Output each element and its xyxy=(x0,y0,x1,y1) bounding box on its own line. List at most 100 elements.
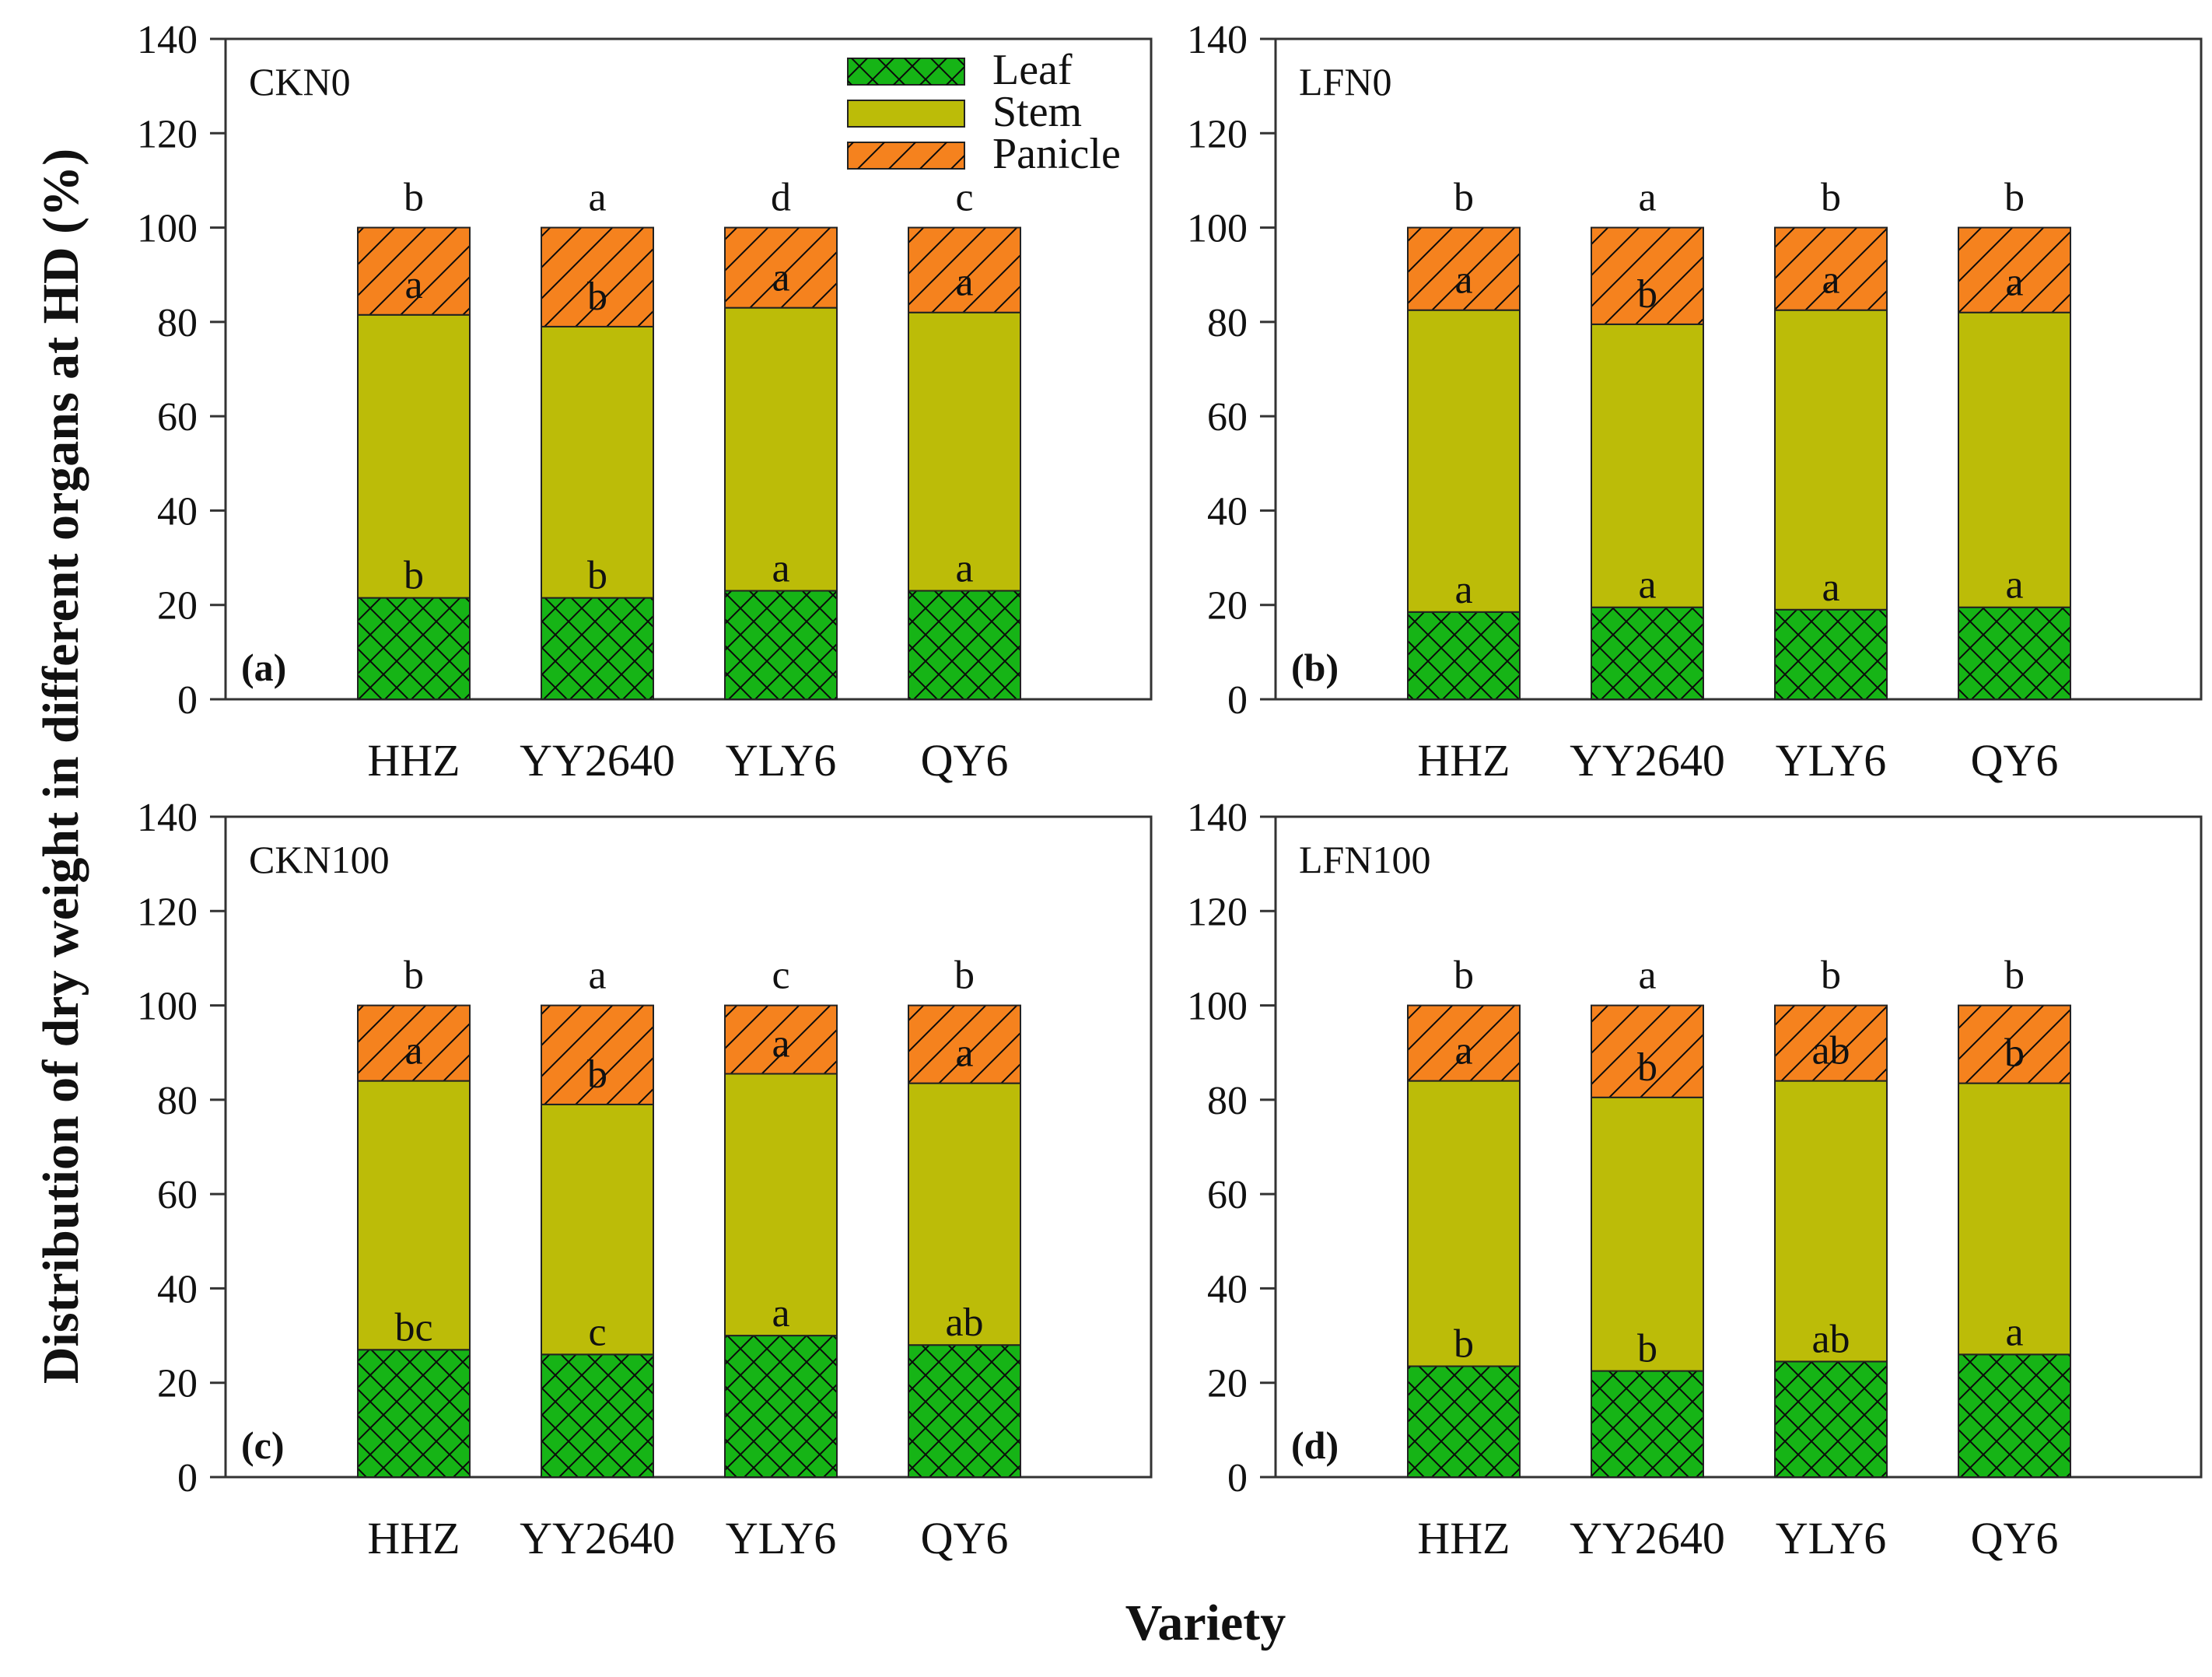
top-letter: d xyxy=(771,176,791,220)
y-tick-label: 80 xyxy=(1207,301,1248,345)
panel-lfn100: 020406080100120140LFN100(d)babHHZabbYY26… xyxy=(1187,796,2203,1563)
y-tick-label: 100 xyxy=(137,207,198,251)
x-tick-label: YLY6 xyxy=(1776,735,1886,786)
legend-swatch-stem xyxy=(847,100,965,128)
leaf-letter: b xyxy=(1637,1327,1657,1371)
panel-ckn0: 020406080100120140CKN0(a)babHHZabbYY2640… xyxy=(137,18,1153,786)
leaf-letter: a xyxy=(772,1291,789,1336)
bar-yy2640: a b b xyxy=(541,176,654,700)
y-tick-label: 40 xyxy=(1207,1267,1248,1311)
leaf-letter: a xyxy=(1454,568,1472,612)
leaf-letter: c xyxy=(588,1310,606,1354)
x-tick-label: HHZ xyxy=(367,1513,460,1563)
bar-hhz: bab xyxy=(357,176,471,700)
top-letter: b xyxy=(1821,176,1841,220)
legend-label-stem: Stem xyxy=(992,88,1082,136)
y-tick-label: 120 xyxy=(137,112,198,156)
panicle-letter: b xyxy=(587,275,607,319)
bar-hatch-panicle xyxy=(908,226,1021,313)
panel-label: CKN0 xyxy=(249,60,351,103)
y-tick-label: 60 xyxy=(1207,395,1248,439)
leaf-letter: ab xyxy=(1811,1317,1850,1361)
y-tick-label: 0 xyxy=(177,678,198,723)
bar-hatch-panicle xyxy=(1407,226,1521,311)
x-tick-label: YY2640 xyxy=(1570,1513,1725,1563)
bar-hatch-leaf xyxy=(1407,1365,1521,1478)
bar-segment-stem xyxy=(908,311,1021,592)
panicle-letter: a xyxy=(404,263,422,307)
panel-id: (a) xyxy=(241,646,286,689)
panicle-letter: a xyxy=(772,1022,789,1066)
bar-hatch-panicle xyxy=(1591,1004,1704,1098)
y-tick-label: 80 xyxy=(157,1079,198,1123)
y-tick-label: 40 xyxy=(157,489,198,534)
top-letter: b xyxy=(1454,954,1474,998)
y-tick-label: 100 xyxy=(137,985,198,1029)
bar-segment-stem xyxy=(1591,1096,1704,1372)
bar-hatch-panicle xyxy=(908,1004,1021,1084)
panel-ckn100: 020406080100120140CKN100(c)babcHHZabcYY2… xyxy=(137,796,1153,1563)
x-tick-label: YY2640 xyxy=(520,735,675,786)
y-axis-title: Distribution of dry weight in different … xyxy=(33,149,89,1384)
bar-yly6: baa xyxy=(1774,176,1888,700)
bar-hhz: baa xyxy=(1407,176,1521,701)
panicle-letter: a xyxy=(1454,1029,1472,1073)
panicle-letter: a xyxy=(404,1029,422,1073)
bar-hatch-leaf xyxy=(357,1349,471,1478)
y-tick-label: 20 xyxy=(157,584,198,628)
panicle-letter: a xyxy=(1454,258,1472,303)
x-tick-label: YY2640 xyxy=(520,1513,675,1563)
bar-hatch-panicle xyxy=(357,1004,471,1082)
top-letter: a xyxy=(588,954,606,998)
leaf-letter: bc xyxy=(394,1305,432,1350)
legend-item-stem: Stem xyxy=(847,88,1082,136)
bar-segment-stem xyxy=(357,1080,471,1351)
bar-yly6: b ab ab xyxy=(1774,954,1888,1479)
bar-segment-stem xyxy=(1407,309,1521,613)
legend-hatch-leaf xyxy=(848,58,964,85)
bar-qy6: baa xyxy=(1958,176,2071,700)
panicle-letter: b xyxy=(2004,1031,2025,1076)
panicle-letter: a xyxy=(1822,258,1839,303)
bar-hatch-leaf xyxy=(724,590,838,700)
y-tick-label: 40 xyxy=(157,1267,198,1311)
panicle-letter: a xyxy=(955,1031,973,1076)
y-tick-label: 120 xyxy=(137,890,198,934)
x-tick-label: YY2640 xyxy=(1570,735,1725,786)
y-tick-label: 140 xyxy=(137,18,198,62)
panel-id: (b) xyxy=(1291,646,1339,689)
legend-item-leaf: Leaf xyxy=(847,46,1073,94)
top-letter: a xyxy=(588,176,606,220)
bar-segment-stem xyxy=(724,1073,838,1337)
panicle-letter: b xyxy=(1637,272,1657,317)
y-tick-label: 0 xyxy=(177,1456,198,1500)
x-tick-label: YLY6 xyxy=(1776,1513,1886,1563)
bar-hatch-leaf xyxy=(1591,1370,1704,1479)
y-tick-label: 0 xyxy=(1227,678,1248,723)
plot-frame xyxy=(1274,37,2203,701)
bar-yly6: daa xyxy=(724,176,838,700)
bar-segment-stem xyxy=(541,1103,654,1356)
y-tick-label: 60 xyxy=(157,395,198,439)
bar-hatch-leaf xyxy=(908,590,1021,700)
y-tick-label: 100 xyxy=(1187,207,1248,251)
x-tick-label: QY6 xyxy=(921,1513,1009,1563)
x-tick-label: HHZ xyxy=(367,735,460,786)
y-tick-label: 60 xyxy=(157,1173,198,1217)
y-tick-label: 0 xyxy=(1227,1456,1248,1500)
bar-segment-stem xyxy=(908,1082,1021,1346)
panel-label: LFN100 xyxy=(1299,838,1430,881)
legend-label-panicle: Panicle xyxy=(992,130,1121,178)
y-tick-label: 140 xyxy=(1187,18,1248,62)
y-tick-label: 100 xyxy=(1187,985,1248,1029)
y-tick-label: 20 xyxy=(1207,1362,1248,1406)
bar-hhz: ba bc xyxy=(357,954,471,1478)
x-tick-label: YLY6 xyxy=(726,1513,836,1563)
bar-hatch-leaf xyxy=(541,1353,654,1479)
leaf-letter: b xyxy=(1454,1322,1474,1366)
leaf-letter: b xyxy=(404,554,424,598)
top-letter: a xyxy=(1638,954,1656,998)
panel-label: CKN100 xyxy=(249,838,390,881)
leaf-letter: a xyxy=(2005,1310,2023,1354)
bar-hhz: bab xyxy=(1407,954,1521,1478)
